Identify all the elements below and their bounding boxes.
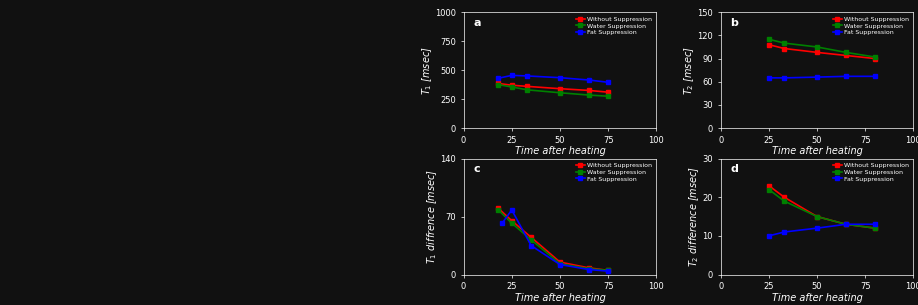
Y-axis label: $T_2$ difference [msec]: $T_2$ difference [msec]	[688, 166, 701, 267]
Without Suppression	[584, 88, 595, 92]
Fat Suppression	[584, 78, 595, 82]
Fat Suppression	[778, 76, 789, 80]
Fat Suppression	[521, 74, 532, 78]
X-axis label: Time after heating: Time after heating	[515, 146, 605, 156]
X-axis label: Time after heating: Time after heating	[772, 146, 862, 156]
Fat Suppression	[812, 75, 823, 79]
Fat Suppression	[778, 230, 789, 234]
Water Suppression	[493, 83, 504, 87]
Legend: Without Suppression, Water Suppression, Fat Suppression: Without Suppression, Water Suppression, …	[575, 162, 654, 183]
Fat Suppression	[493, 77, 504, 80]
Text: b: b	[731, 18, 738, 28]
X-axis label: Time after heating: Time after heating	[515, 292, 605, 303]
Without Suppression	[507, 219, 518, 223]
Without Suppression	[507, 83, 518, 87]
Water Suppression	[584, 267, 595, 271]
Water Suppression	[812, 215, 823, 218]
Text: c: c	[474, 164, 480, 174]
Line: Fat Suppression: Fat Suppression	[500, 208, 610, 273]
Fat Suppression	[507, 74, 518, 77]
Without Suppression	[493, 206, 504, 210]
Fat Suppression	[869, 74, 880, 78]
Fat Suppression	[763, 76, 774, 80]
Fat Suppression	[869, 222, 880, 226]
Y-axis label: $T_1$ [msec]: $T_1$ [msec]	[420, 46, 433, 95]
Water Suppression	[584, 93, 595, 97]
Water Suppression	[778, 41, 789, 45]
Water Suppression	[602, 268, 613, 272]
Line: Water Suppression: Water Suppression	[767, 37, 877, 59]
Without Suppression	[584, 266, 595, 270]
Without Suppression	[778, 196, 789, 199]
Water Suppression	[602, 95, 613, 98]
Water Suppression	[763, 38, 774, 41]
Without Suppression	[493, 82, 504, 85]
Fat Suppression	[525, 244, 536, 247]
Fat Suppression	[497, 221, 508, 225]
Water Suppression	[869, 55, 880, 59]
Water Suppression	[763, 188, 774, 191]
Fat Suppression	[554, 263, 565, 266]
Line: Without Suppression: Without Suppression	[497, 206, 610, 272]
Text: d: d	[731, 164, 738, 174]
Without Suppression	[602, 90, 613, 94]
Without Suppression	[525, 235, 536, 239]
Without Suppression	[778, 47, 789, 50]
Water Suppression	[521, 88, 532, 92]
Water Suppression	[493, 208, 504, 212]
Legend: Without Suppression, Water Suppression, Fat Suppression: Without Suppression, Water Suppression, …	[575, 15, 654, 37]
Without Suppression	[812, 51, 823, 54]
Without Suppression	[869, 57, 880, 60]
X-axis label: Time after heating: Time after heating	[772, 292, 862, 303]
Water Suppression	[841, 51, 852, 54]
Y-axis label: $T_2$ [msec]: $T_2$ [msec]	[682, 46, 696, 95]
Without Suppression	[841, 222, 852, 226]
Fat Suppression	[841, 74, 852, 78]
Fat Suppression	[812, 226, 823, 230]
Y-axis label: $T_1$ diffrence [msec]: $T_1$ diffrence [msec]	[425, 169, 439, 264]
Water Suppression	[869, 226, 880, 230]
Fat Suppression	[584, 268, 595, 271]
Line: Water Suppression: Water Suppression	[497, 208, 610, 272]
Line: Without Suppression: Without Suppression	[767, 184, 877, 230]
Line: Water Suppression: Water Suppression	[767, 188, 877, 230]
Fat Suppression	[602, 269, 613, 273]
Water Suppression	[812, 45, 823, 49]
Water Suppression	[841, 222, 852, 226]
Without Suppression	[602, 268, 613, 272]
Legend: Without Suppression, Water Suppression, Fat Suppression: Without Suppression, Water Suppression, …	[832, 15, 911, 37]
Text: a: a	[474, 18, 481, 28]
Line: Without Suppression: Without Suppression	[767, 43, 877, 61]
Without Suppression	[812, 215, 823, 218]
Without Suppression	[763, 43, 774, 46]
Line: Without Suppression: Without Suppression	[497, 81, 610, 94]
Fat Suppression	[602, 81, 613, 84]
Line: Fat Suppression: Fat Suppression	[767, 222, 877, 238]
Fat Suppression	[554, 76, 565, 80]
Without Suppression	[869, 226, 880, 230]
Water Suppression	[525, 238, 536, 242]
Without Suppression	[841, 54, 852, 57]
Water Suppression	[778, 199, 789, 203]
Water Suppression	[554, 262, 565, 266]
Line: Water Suppression: Water Suppression	[497, 83, 610, 98]
Fat Suppression	[841, 222, 852, 226]
Line: Fat Suppression: Fat Suppression	[767, 74, 877, 80]
Legend: Without Suppression, Water Suppression, Fat Suppression: Without Suppression, Water Suppression, …	[832, 162, 911, 183]
Fat Suppression	[763, 234, 774, 238]
Without Suppression	[763, 184, 774, 188]
Water Suppression	[554, 91, 565, 95]
Without Suppression	[521, 84, 532, 88]
Without Suppression	[554, 260, 565, 264]
Fat Suppression	[507, 208, 518, 212]
Without Suppression	[554, 87, 565, 91]
Line: Fat Suppression: Fat Suppression	[497, 73, 610, 84]
Water Suppression	[507, 85, 518, 89]
Water Suppression	[507, 221, 518, 225]
